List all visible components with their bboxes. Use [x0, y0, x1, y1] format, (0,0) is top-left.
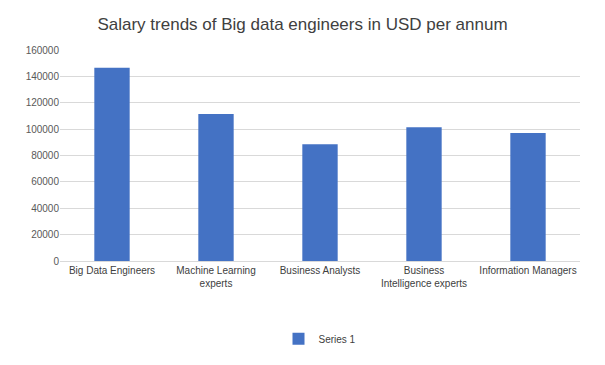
- svg-text:80000: 80000: [31, 150, 59, 161]
- svg-text:Machine Learningexperts: Machine Learningexperts: [176, 265, 256, 289]
- svg-text:120000: 120000: [26, 97, 60, 108]
- svg-text:Series 1: Series 1: [319, 334, 356, 345]
- svg-text:Salary trends of Big data engi: Salary trends of Big data engineers in U…: [97, 15, 507, 34]
- svg-text:BusinessIntelligence experts: BusinessIntelligence experts: [381, 265, 467, 289]
- svg-text:Big Data Engineers: Big Data Engineers: [69, 265, 155, 276]
- svg-text:20000: 20000: [31, 229, 59, 240]
- svg-text:Information Managers: Information Managers: [479, 265, 576, 276]
- svg-text:60000: 60000: [31, 176, 59, 187]
- svg-text:100000: 100000: [26, 124, 60, 135]
- svg-text:160000: 160000: [26, 45, 60, 56]
- svg-text:140000: 140000: [26, 71, 60, 82]
- svg-text:40000: 40000: [31, 203, 59, 214]
- svg-text:Business Analysts: Business Analysts: [280, 265, 361, 276]
- svg-text:0: 0: [53, 256, 59, 267]
